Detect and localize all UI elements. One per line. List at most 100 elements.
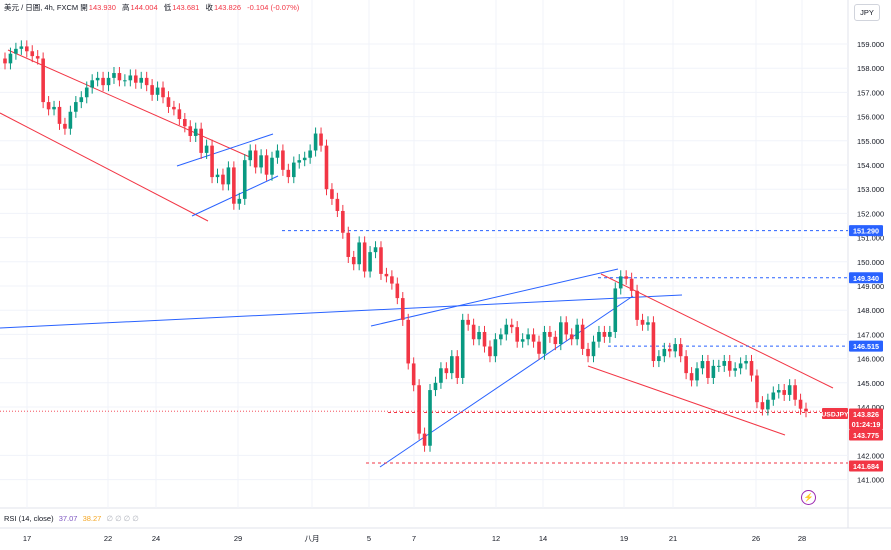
y-tick-label: 150.000 — [857, 258, 884, 267]
candle-body — [776, 390, 781, 393]
candle-body — [417, 385, 421, 434]
candle-body — [117, 73, 122, 81]
candle-body — [52, 106, 56, 110]
candle-body — [330, 189, 334, 199]
candle-body — [204, 145, 209, 153]
y-axis: 141.000 142.000 144.000 145.000 146.000 147.0… — [857, 40, 884, 485]
candle-body — [199, 128, 203, 153]
y-tick-label: 146.000 — [857, 355, 884, 364]
price-tag-text: 151.290 — [853, 227, 879, 236]
price-tag-low — [849, 460, 883, 472]
candle-body — [520, 339, 525, 342]
grid — [0, 0, 848, 508]
candle-body — [422, 433, 427, 446]
x-tick-label: 5 — [367, 534, 371, 543]
candle-body — [281, 150, 285, 170]
y-tick-label: 153.000 — [857, 185, 884, 194]
y-tick-label: 157.000 — [857, 88, 884, 97]
candle-body — [482, 331, 487, 347]
candle-body — [635, 290, 639, 320]
candle-body — [504, 324, 509, 335]
candle-body — [63, 123, 67, 129]
candle-body — [640, 319, 645, 325]
candle-body — [613, 288, 618, 332]
chart-frame — [0, 0, 891, 529]
blue-wedge-lower — [379, 295, 634, 468]
candle-body — [455, 356, 460, 378]
currency-button[interactable]: JPY — [854, 4, 880, 21]
blue-trendline — [0, 294, 683, 329]
close-value: 143.826 — [213, 3, 242, 12]
change-value: -0.104 (-0.07%) — [247, 3, 300, 12]
candle-body — [193, 128, 198, 136]
open-value: 143.930 — [88, 3, 116, 12]
candle-body — [717, 365, 721, 367]
candle-body — [139, 77, 144, 83]
candle-body — [411, 363, 416, 386]
candle-body — [177, 109, 182, 120]
candle-body — [564, 322, 569, 335]
candle-body — [580, 324, 585, 349]
candle-body — [450, 356, 454, 374]
candle-body — [684, 356, 688, 374]
candle-body — [346, 232, 351, 257]
candle-body — [335, 198, 340, 211]
candle-body — [150, 85, 154, 95]
candle-body — [542, 331, 547, 354]
candle-body — [433, 382, 438, 391]
x-tick-label: 24 — [152, 534, 160, 543]
candle-body — [673, 344, 678, 352]
candle-body — [575, 324, 579, 340]
candle-body — [351, 256, 356, 265]
symbol-tag — [822, 408, 848, 419]
candle-body — [553, 336, 558, 345]
price-tag-timer — [849, 418, 883, 430]
candle-body — [3, 58, 7, 64]
candle-body — [259, 155, 263, 168]
candle-body — [215, 174, 220, 178]
candle-body — [101, 77, 105, 86]
y-tick-label: 151.000 — [857, 234, 884, 243]
candle-body — [771, 392, 776, 400]
candle-body — [662, 348, 667, 357]
candle-body — [722, 361, 727, 366]
candle-body — [390, 276, 394, 284]
high-value: 144.004 — [130, 3, 158, 12]
candle-body — [155, 87, 160, 95]
price-tag-bid — [849, 429, 883, 441]
candle-body — [782, 390, 787, 395]
rsi-legend[interactable]: RSI (14, close) 37.07 38.27 ∅ ∅ ∅ ∅ — [4, 514, 139, 523]
candle-body — [95, 77, 100, 81]
candle-body — [8, 53, 13, 64]
candle-body — [106, 77, 111, 86]
rsi-label: RSI (14, close) — [4, 514, 54, 523]
y-tick-label: 155.000 — [857, 137, 884, 146]
price-tag-text: 143.775 — [853, 431, 879, 440]
candle-body — [183, 119, 187, 127]
candle-body — [477, 331, 481, 340]
candle-body — [302, 157, 307, 161]
lightning-icon[interactable]: ⚡ — [801, 490, 816, 505]
blue-flag-upper — [176, 133, 274, 167]
candle-body — [406, 319, 411, 364]
x-tick-label: 14 — [539, 534, 547, 543]
price-tag-level — [849, 272, 883, 284]
candle-body — [651, 322, 656, 362]
candle-body — [74, 102, 78, 112]
price-tag-text: 146.515 — [853, 342, 879, 351]
candle-body — [41, 58, 45, 103]
candle-body — [144, 77, 149, 86]
candle-body — [793, 385, 797, 400]
y-tick-label: 149.000 — [857, 282, 884, 291]
red-channel-lower-2 — [587, 365, 786, 436]
candle-body — [357, 242, 361, 265]
candle-body — [515, 327, 520, 342]
candle-body — [84, 87, 89, 98]
candle-body — [324, 145, 329, 190]
low-label: 低 — [163, 3, 172, 12]
symbol-title[interactable]: 美元 / 日圓, 4h, FXCM — [4, 3, 79, 12]
candle-body — [210, 145, 214, 178]
y-tick-label: 144.000 — [857, 403, 884, 412]
price-tag-level — [849, 225, 883, 237]
